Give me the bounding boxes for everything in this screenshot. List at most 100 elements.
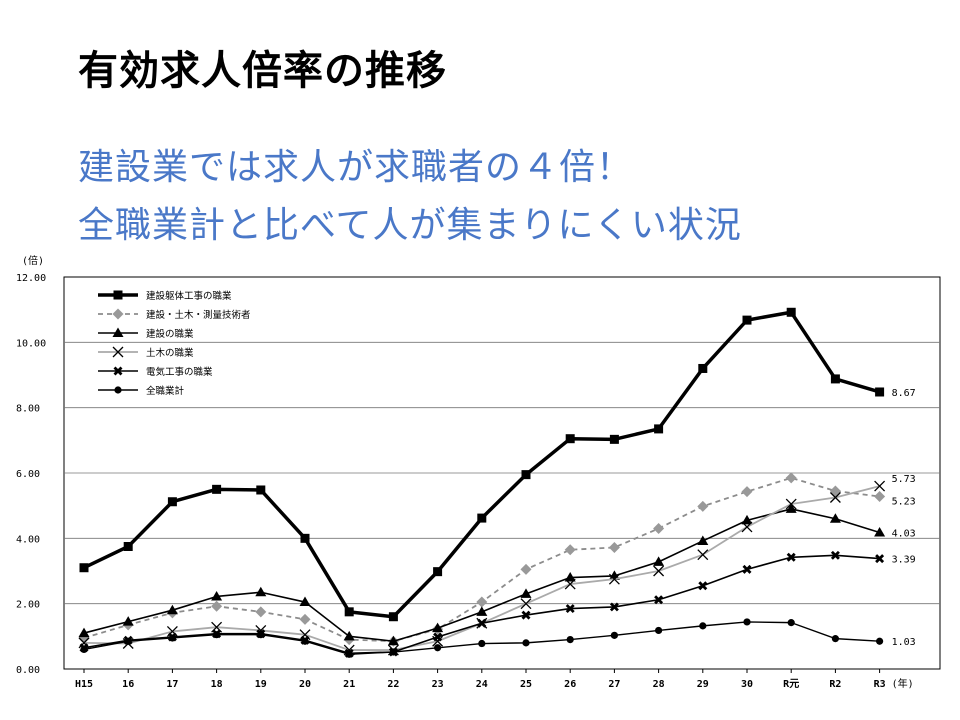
data-point <box>301 637 309 645</box>
series-line <box>83 621 880 655</box>
data-point <box>831 635 840 643</box>
series-line <box>83 476 880 643</box>
data-point <box>608 573 620 585</box>
data-point <box>741 514 753 525</box>
data-point <box>522 639 530 647</box>
data-point <box>255 606 267 618</box>
data-point <box>521 610 531 620</box>
data-point <box>433 632 443 642</box>
data-point <box>520 588 532 598</box>
data-point <box>697 549 709 561</box>
data-point <box>698 363 708 373</box>
x-tick-label: R元 <box>783 678 799 690</box>
data-point <box>389 648 397 656</box>
series-3 <box>78 503 886 646</box>
data-point <box>521 470 531 480</box>
data-point <box>565 434 575 444</box>
data-point <box>343 630 355 641</box>
x-tick-label: 25 <box>520 679 532 690</box>
data-point <box>434 644 442 652</box>
data-point <box>697 535 709 545</box>
data-point <box>874 491 886 503</box>
x-tick-label: 28 <box>653 679 665 690</box>
x-tick-label: 26 <box>564 679 576 690</box>
end-value-label: 5.73 <box>892 474 916 485</box>
data-point <box>255 586 267 597</box>
data-point <box>610 631 619 639</box>
data-point <box>257 631 265 639</box>
series-line <box>83 485 880 651</box>
data-point <box>300 533 310 543</box>
y-tick-label: 8.00 <box>16 404 40 415</box>
data-point <box>564 578 576 590</box>
legend-label: 建設・土木・測量技術者 <box>146 309 251 321</box>
data-point <box>212 484 222 494</box>
data-point <box>565 604 575 614</box>
data-point <box>112 327 124 337</box>
x-tick-label: 23 <box>432 679 444 690</box>
data-point <box>211 590 223 601</box>
data-point <box>743 618 751 626</box>
data-point <box>742 564 752 574</box>
data-point <box>653 565 665 577</box>
data-point <box>388 612 398 622</box>
x-tick-label: 16 <box>122 679 134 690</box>
data-point <box>830 374 840 384</box>
data-point <box>299 596 311 607</box>
data-point <box>477 618 487 628</box>
data-point <box>520 563 532 575</box>
data-point <box>653 523 665 535</box>
y-tick-label: 4.00 <box>16 534 40 545</box>
x-tick-label: R3 <box>874 679 886 690</box>
end-value-label: 8.67 <box>892 388 916 399</box>
series-6 <box>80 618 884 658</box>
x-tick-label: 18 <box>211 679 223 690</box>
data-point <box>874 480 886 492</box>
data-point <box>875 387 885 397</box>
end-value-label: 3.39 <box>892 555 916 566</box>
data-point <box>787 619 795 627</box>
data-point <box>786 552 796 562</box>
series-1 <box>79 307 885 622</box>
data-point <box>566 636 574 644</box>
data-point <box>741 521 753 533</box>
data-point <box>213 631 221 639</box>
data-point <box>874 526 886 537</box>
legend-label: 電気工事の職業 <box>146 366 213 378</box>
data-point <box>653 556 665 566</box>
data-point <box>698 581 708 591</box>
data-point <box>655 626 663 635</box>
data-point <box>742 315 752 325</box>
data-point <box>829 485 841 497</box>
data-point <box>741 486 753 498</box>
x-tick-label: R2 <box>829 679 841 690</box>
x-tick-label: 29 <box>697 679 709 690</box>
data-point <box>609 434 619 444</box>
page-title: 有効求人倍率の推移 <box>78 48 447 94</box>
data-point <box>520 598 532 610</box>
data-point <box>124 637 132 645</box>
data-point <box>564 544 576 556</box>
data-point <box>123 542 133 551</box>
data-point <box>654 595 664 605</box>
legend-item: 土木の職業 <box>98 346 194 359</box>
legend-item: 建設・土木・測量技術者 <box>98 308 251 321</box>
data-point <box>256 485 266 495</box>
y-tick-label: 12.00 <box>16 273 46 284</box>
data-point <box>112 346 124 358</box>
data-point <box>211 600 223 612</box>
data-point <box>875 554 885 564</box>
data-point <box>476 596 488 608</box>
data-point <box>829 492 841 503</box>
data-point <box>345 650 353 658</box>
x-tick-label: H15 <box>75 679 93 690</box>
data-point <box>608 541 620 553</box>
data-point <box>478 639 486 648</box>
data-point <box>697 500 709 512</box>
series-4 <box>78 480 886 656</box>
x-unit-label: (年) <box>892 677 914 690</box>
end-value-label: 1.03 <box>892 637 916 648</box>
data-point <box>654 424 664 434</box>
data-point <box>166 604 178 615</box>
data-point <box>785 503 797 513</box>
